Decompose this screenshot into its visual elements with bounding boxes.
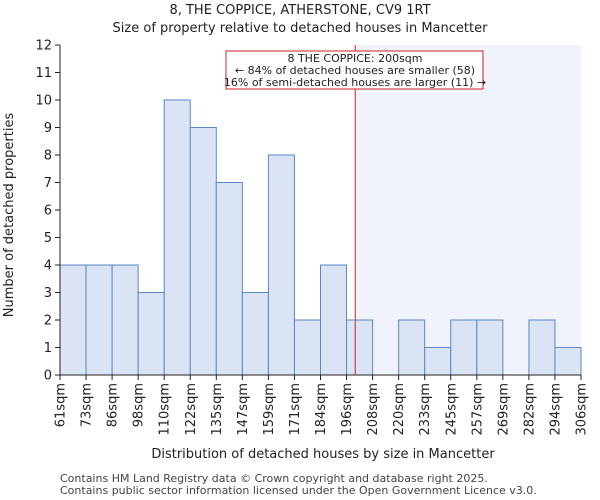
y-tick-label: 10 [35, 94, 52, 109]
x-tick-label: 257sqm [470, 383, 485, 436]
footer-line-1: Contains HM Land Registry data © Crown c… [60, 472, 488, 485]
bar-110sqm [163, 99, 191, 376]
bar-135sqm [215, 182, 243, 376]
bar-257sqm [476, 319, 504, 376]
annotation-box [225, 50, 484, 90]
bar-245sqm [450, 319, 478, 376]
y-axis-label: Number of detached properties [2, 113, 17, 318]
x-tick-label: 122sqm [184, 383, 199, 436]
y-tick-label: 12 [35, 39, 52, 54]
x-axis-label: Distribution of detached houses by size … [151, 447, 495, 462]
x-tick-label: 233sqm [418, 383, 433, 436]
y-tick-label: 7 [44, 176, 52, 191]
annotation-line-3: 16% of semi-detached houses are larger (… [224, 76, 486, 89]
bar-159sqm [267, 154, 295, 376]
x-tick-label: 196sqm [340, 383, 355, 436]
y-tick-label: 4 [44, 259, 52, 274]
y-tick-label: 11 [35, 66, 52, 81]
bar-220sqm [398, 319, 426, 376]
x-tick-label: 269sqm [496, 383, 511, 436]
x-tick-label: 98sqm [132, 383, 147, 427]
y-tick-label: 2 [44, 314, 52, 329]
x-tick-label: 73sqm [80, 383, 95, 427]
x-tick-label: 208sqm [366, 383, 381, 436]
bar-282sqm [528, 319, 556, 376]
x-tick-label: 220sqm [392, 383, 407, 436]
y-tick-label: 1 [44, 341, 52, 356]
x-tick-label: 61sqm [54, 383, 69, 427]
bar-61sqm [59, 264, 87, 376]
bar-98sqm [137, 292, 165, 376]
bar-171sqm [293, 319, 322, 376]
x-tick-label: 306sqm [575, 383, 590, 436]
annotation-line-2: ← 84% of detached houses are smaller (58… [235, 64, 475, 77]
x-tick-label: 159sqm [262, 383, 277, 436]
x-tick-label: 171sqm [288, 383, 303, 436]
chart-subtitle: Size of property relative to detached ho… [113, 21, 489, 36]
x-axis: 61sqm 73sqm 86sqm 98sqm 110sqm 122sqm 135sqm 14… [54, 374, 590, 436]
x-tick-label: 86sqm [106, 383, 121, 427]
bar-184sqm [320, 264, 348, 376]
bar-86sqm [111, 264, 139, 376]
y-tick-label: 9 [44, 121, 52, 136]
x-tick-label: 282sqm [522, 383, 537, 436]
y-tick-label: 8 [44, 149, 52, 164]
bar-233sqm [424, 347, 452, 376]
bar-122sqm [189, 127, 217, 376]
chart-title: 8, THE COPPICE, ATHERSTONE, CV9 1RT [169, 3, 430, 18]
x-tick-label: 245sqm [444, 383, 459, 436]
bar-73sqm [85, 264, 113, 376]
y-tick-label: 6 [44, 204, 52, 219]
bar-294sqm [554, 347, 582, 376]
bar-196sqm [346, 319, 374, 376]
annotation-line-1: 8 THE COPPICE: 200sqm [287, 52, 422, 65]
x-tick-label: 294sqm [548, 383, 563, 436]
x-tick-label: 184sqm [314, 383, 329, 436]
x-tick-label: 147sqm [236, 383, 251, 436]
footer-line-2: Contains public sector information licen… [60, 484, 537, 497]
y-tick-label: 5 [44, 231, 52, 246]
x-tick-label: 110sqm [158, 383, 173, 436]
bar-147sqm [241, 292, 269, 376]
bars-group [59, 99, 582, 376]
marker-annotation: 8 THE COPPICE: 200sqm ← 84% of detached … [224, 50, 486, 90]
x-tick-label: 135sqm [210, 383, 225, 436]
y-tick-label: 3 [44, 286, 52, 301]
y-tick-label: 0 [44, 369, 52, 384]
